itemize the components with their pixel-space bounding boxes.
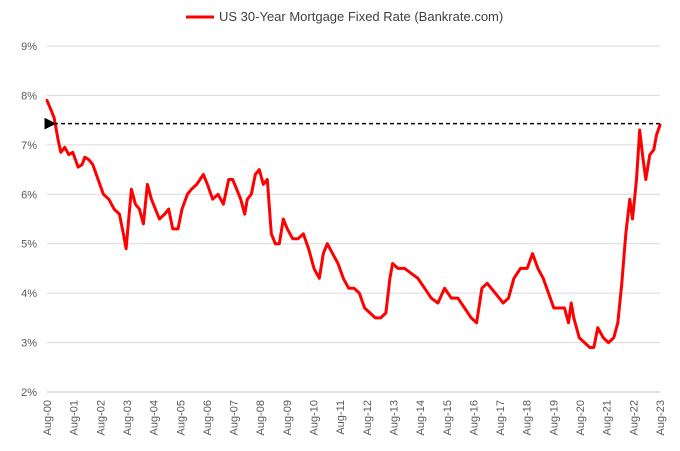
x-tick-label: Aug-18 [522,400,534,435]
y-tick-label: 5% [21,239,37,251]
x-tick-label: Aug-12 [362,400,374,435]
x-tick-label: Aug-13 [388,400,400,435]
y-tick-label: 8% [21,90,37,102]
x-tick-label: Aug-06 [202,400,214,435]
x-tick-label: Aug-16 [468,400,480,435]
x-tick-label: Aug-07 [229,400,241,435]
series-layer [45,98,662,349]
x-tick-label: Aug-23 [655,400,667,435]
x-tick-label: Aug-05 [175,400,187,435]
x-tick-label: Aug-14 [415,400,427,435]
x-tick-label: Aug-11 [335,400,347,435]
x-tick-label: Aug-08 [255,400,267,435]
y-tick-label: 9% [21,41,37,53]
x-tick-label: Aug-04 [149,400,161,435]
y-tick-label: 3% [21,338,37,350]
x-tick-label: Aug-01 [69,400,81,435]
x-axis-tick-labels: Aug-00 Aug-01 Aug-02 Aug-03 Aug-04 Aug-05 Aug-… [42,400,667,435]
gridlines [47,45,660,393]
x-tick-label: Aug-10 [309,400,321,435]
x-tick-label: Aug-00 [42,400,54,435]
x-tick-label: Aug-17 [495,400,507,435]
y-tick-label: 2% [21,387,37,399]
legend-label: US 30-Year Mortgage Fixed Rate (Bankrate… [219,9,503,24]
legend: US 30-Year Mortgage Fixed Rate (Bankrate… [186,9,503,24]
y-tick-label: 7% [21,140,37,152]
x-tick-label: Aug-22 [628,400,640,435]
x-tick-label: Aug-09 [282,400,294,435]
x-tick-label: Aug-21 [602,400,614,435]
series-line [45,98,662,349]
y-axis-tick-labels: 2% 3% 4% 5% 6% 7% 8% 9% [21,41,37,399]
x-tick-label: Aug-03 [122,400,134,435]
x-tick-label: Aug-02 [95,400,107,435]
x-tick-label: Aug-15 [442,400,454,435]
x-tick-label: Aug-19 [548,400,560,435]
x-tick-label: Aug-20 [575,400,587,435]
y-tick-label: 6% [21,189,37,201]
y-tick-label: 4% [21,288,37,300]
